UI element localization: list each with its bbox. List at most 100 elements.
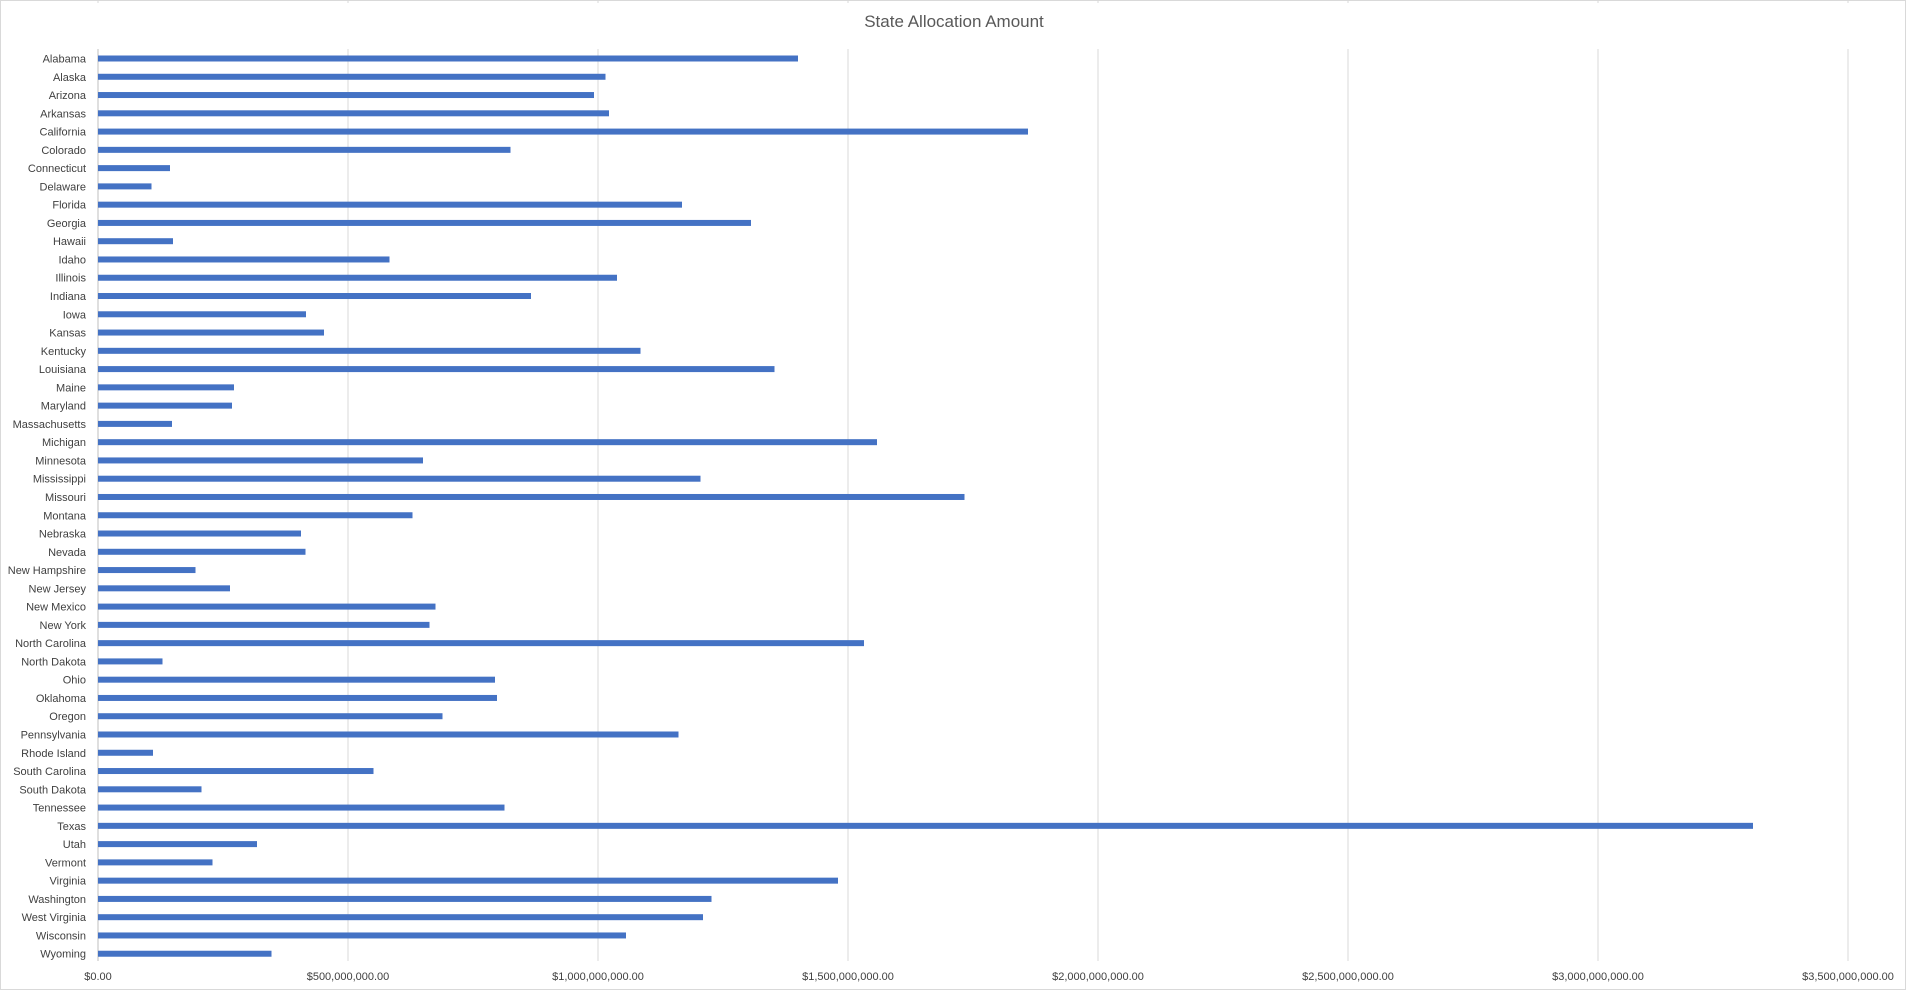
category-label: Vermont [45,857,86,869]
category-label: Maryland [41,401,86,413]
category-label: Colorado [41,145,86,157]
category-label: Texas [57,821,86,833]
bar [98,475,701,482]
category-label: New York [40,620,87,632]
x-tick-label: $2,000,000,000.00 [1052,971,1144,983]
category-label: Maine [56,382,86,394]
bar [98,530,301,537]
bar [98,950,272,957]
category-label: Minnesota [35,455,87,467]
category-label: California [40,127,87,139]
category-label: South Carolina [13,766,87,778]
category-label: North Carolina [15,638,87,650]
bar [98,311,306,318]
bar [98,676,495,683]
category-label: Oregon [49,711,86,723]
bar [98,585,230,592]
category-label: Alabama [43,54,87,66]
bar [98,457,423,464]
category-label: New Mexico [26,602,86,614]
category-label: Washington [28,894,86,906]
bar [98,713,443,720]
bar [98,110,609,117]
category-label: New Hampshire [8,565,86,577]
bar [98,293,531,300]
category-label: Kentucky [41,346,87,358]
x-tick-label: $1,000,000,000.00 [552,971,644,983]
x-tick-label: $3,500,000,000.00 [1802,971,1894,983]
bar [98,219,751,226]
x-tick-label: $500,000,000.00 [307,971,390,983]
x-tick-label: $0.00 [84,971,112,983]
category-label: Kansas [49,328,86,340]
category-label: Indiana [50,291,87,303]
chart-title: State Allocation Amount [864,12,1044,31]
x-tick-label: $1,500,000,000.00 [802,971,894,983]
bar [98,146,511,153]
bar [98,366,775,373]
category-label: Arizona [49,90,87,102]
bar [98,749,153,756]
category-label: Nevada [48,547,87,559]
category-label: Rhode Island [21,748,86,760]
category-label: Virginia [50,876,87,888]
category-label: Alaska [53,72,87,84]
bar [98,932,626,939]
category-label: New Jersey [29,583,87,595]
category-label: Nebraska [39,529,87,541]
category-label: Massachusetts [13,419,87,431]
category-label: Hawaii [53,236,86,248]
category-label: Ohio [63,675,86,687]
category-label: Wyoming [40,949,86,961]
category-label: Idaho [58,254,86,266]
bar [98,640,864,647]
x-tick-label: $3,000,000,000.00 [1552,971,1644,983]
category-label: Mississippi [33,474,86,486]
category-label: West Virginia [22,912,87,924]
bar [98,439,877,446]
bar [98,548,306,555]
category-label: Pennsylvania [21,729,87,741]
category-label: North Dakota [21,656,87,668]
bar [98,92,594,99]
category-label: Georgia [47,218,87,230]
bar [98,55,798,62]
bar [98,384,234,391]
category-label: Oklahoma [36,693,87,705]
category-label: Delaware [40,181,86,193]
bar [98,329,324,336]
category-label: Connecticut [28,163,86,175]
bar [98,183,152,190]
bar [98,822,1753,829]
bar [98,165,170,172]
category-label: Iowa [63,309,87,321]
bar [98,420,172,427]
bar [98,274,617,281]
bar [98,804,505,811]
bar [98,493,965,500]
bar [98,73,606,80]
bar [98,895,712,902]
bar [98,841,257,848]
category-label: Arkansas [40,108,86,120]
bar [98,731,679,738]
category-label: Wisconsin [36,930,86,942]
bar [98,603,436,610]
bar [98,621,430,628]
category-label: Missouri [45,492,86,504]
bar [98,512,413,519]
x-tick-label: $2,500,000,000.00 [1302,971,1394,983]
category-label: Louisiana [39,364,87,376]
bar [98,914,703,921]
bar [98,128,1028,135]
bar [98,238,173,245]
bar [98,658,163,665]
bar [98,567,196,574]
category-label: Utah [63,839,86,851]
bar [98,256,390,263]
category-label: Michigan [42,437,86,449]
bar [98,201,682,208]
